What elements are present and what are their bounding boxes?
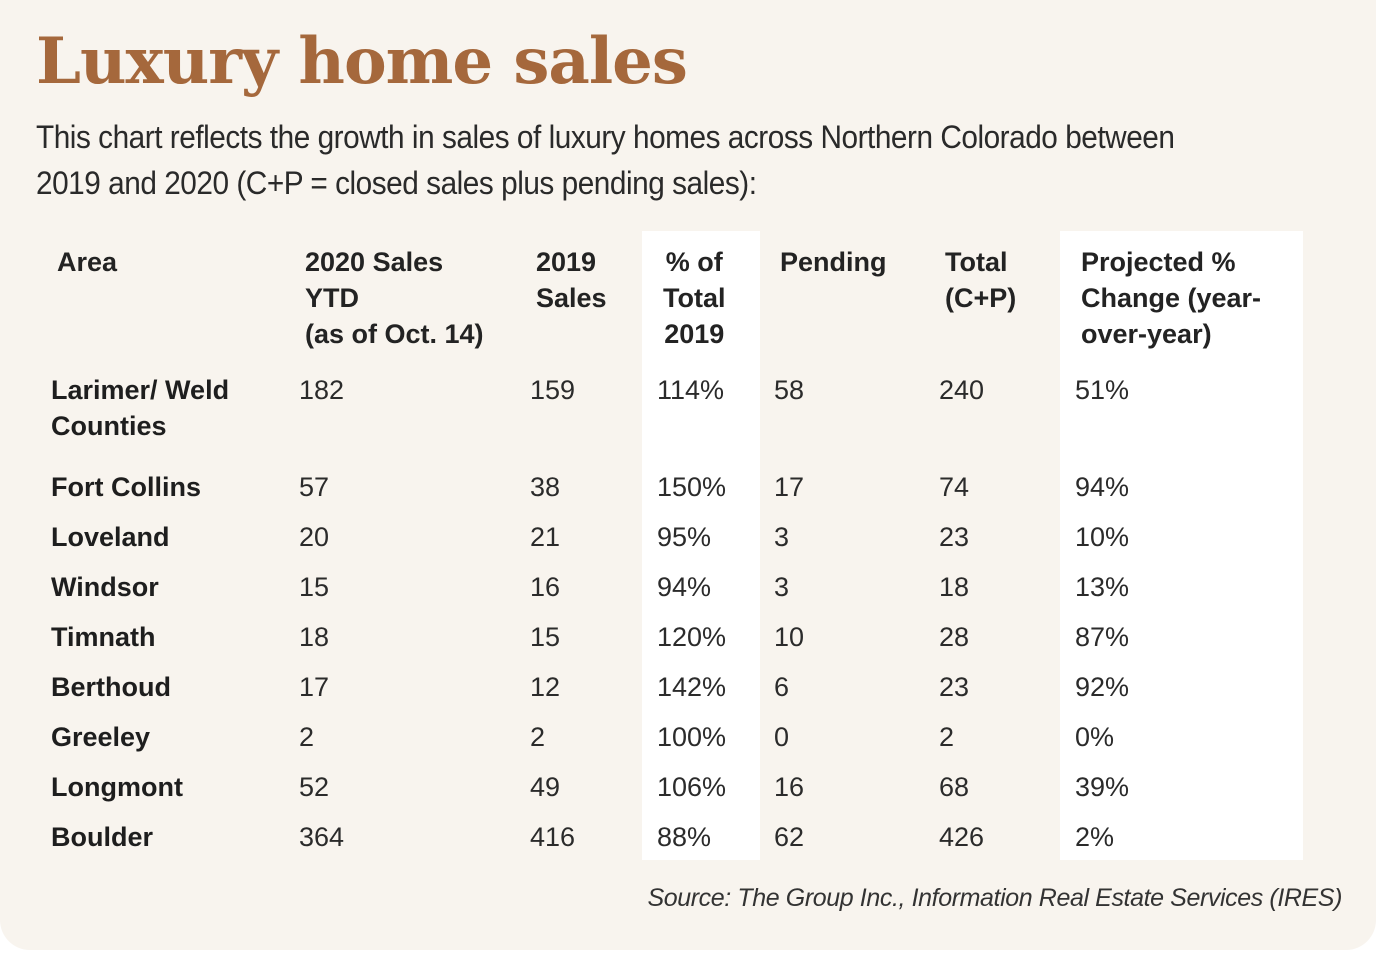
table-cell: 62 [774,822,805,852]
table-cell: 142% [657,672,727,702]
column-header-line: Projected % [1081,247,1236,277]
table-cell: 114% [657,375,725,405]
row-area-label: Boulder [51,822,154,852]
column-header-line: YTD [305,283,359,313]
table-cell: 52 [299,772,330,802]
chart-title: Luxury home sales [36,24,688,99]
column-header-line: % of [665,247,723,277]
row-area-label: Fort Collins [51,472,201,502]
column-header-5: Total (C+P) [945,244,1016,316]
column-header-line: 2019 [664,319,725,349]
column-header-0: Area [57,244,117,280]
table-cell: 94% [1075,472,1130,502]
column-header-line: Sales [536,283,607,313]
table-cell: 23 [939,522,970,552]
table-cell: 100% [657,722,727,752]
column-header-line: over-year) [1081,319,1212,349]
row-area-label: Larimer/ Weld Counties [51,375,230,441]
column-header-line: Change (year- [1081,283,1262,313]
column-header-line: (as of Oct. 14) [305,319,484,349]
table-cell: 159 [530,375,576,405]
table-cell: 57 [299,472,330,502]
table-cell: 16 [530,572,561,602]
row-area-label: Berthoud [51,672,171,702]
table-cell: 20 [299,522,330,552]
table-cell: 21 [530,522,561,552]
column-header-line: Pending [780,247,887,277]
table-cell: 10% [1075,522,1130,552]
table-cell: 15 [530,622,561,652]
table-cell: 6 [774,672,790,702]
table-cell: 0% [1075,722,1115,752]
table-cell: 3 [774,572,790,602]
table-cell: 28 [939,622,970,652]
table-cell: 3 [774,522,790,552]
column-header-3: % of Total 2019 [663,244,726,352]
source-note: Source: The Group Inc., Information Real… [647,884,1342,912]
row-area-label: Greeley [51,722,151,752]
row-area-label: Timnath [51,622,156,652]
pct-of-total-column-highlight [642,231,760,860]
column-header-line: Area [57,247,118,277]
table-cell: 17 [299,672,330,702]
chart-subtitle: This chart reflects the growth in sales … [36,119,1175,201]
table-cell: 16 [774,772,805,802]
projected-change-column-highlight [1060,231,1303,860]
table-cell: 2% [1075,822,1115,852]
table-cell: 240 [939,375,985,405]
table-cell: 68 [939,772,970,802]
table-cell: 15 [299,572,330,602]
table-cell: 17 [774,472,805,502]
table-cell: 38 [530,472,561,502]
column-header-1: 2020 Sales YTD (as of Oct. 14) [305,244,484,352]
table-cell: 49 [530,772,561,802]
table-cell: 58 [774,375,805,405]
column-header-line: 2020 Sales [305,247,444,277]
table-cell: 87% [1075,622,1130,652]
table-cell: 74 [939,472,970,502]
column-header-line: Total [663,283,726,313]
table-cell: 416 [530,822,576,852]
table-cell: 95% [657,522,712,552]
row-area-label: Loveland [51,522,170,552]
table-cell: 120% [657,622,727,652]
table-cell: 2 [530,722,546,752]
table-cell: 426 [939,822,985,852]
table-cell: 88% [657,822,712,852]
column-header-line: (C+P) [945,283,1017,313]
table-cell: 106% [657,772,727,802]
column-header-line: Total [945,247,1008,277]
table-cell: 18 [299,622,330,652]
table-cell: 10 [774,622,805,652]
table-cell: 2 [939,722,955,752]
column-header-6: Projected % Change (year-over-year) [1081,244,1261,352]
table-cell: 39% [1075,772,1130,802]
table-cell: 364 [299,822,345,852]
table-cell: 150% [657,472,727,502]
table-cell: 51% [1075,375,1130,405]
column-header-line: 2019 [536,247,597,277]
table-cell: 18 [939,572,970,602]
row-area-label: Longmont [51,772,183,802]
row-area-label: Windsor [51,572,159,602]
table-cell: 182 [299,375,345,405]
column-header-4: Pending [780,244,887,280]
table-cell: 92% [1075,672,1130,702]
table-cell: 0 [774,722,790,752]
table-cell: 12 [530,672,561,702]
table-cell: 2 [299,722,315,752]
column-header-2: 2019 Sales [536,244,607,316]
table-cell: 23 [939,672,970,702]
table-cell: 13% [1075,572,1130,602]
table-cell: 94% [657,572,712,602]
